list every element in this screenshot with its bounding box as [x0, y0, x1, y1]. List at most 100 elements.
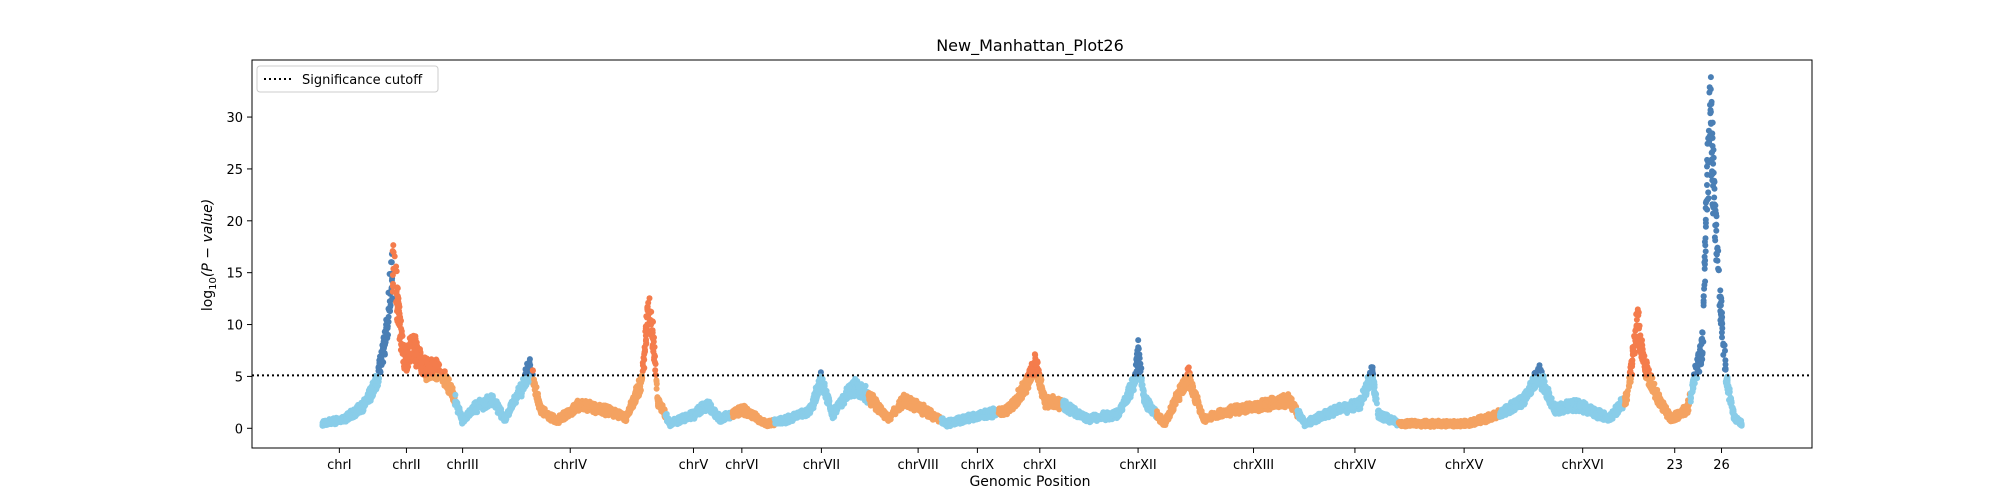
- data-point-chrII: [396, 313, 403, 320]
- data-point-chrIV: [575, 402, 582, 409]
- data-point-chrI: [389, 295, 396, 302]
- data-point-chrXI: [999, 407, 1006, 414]
- data-point-chrIV: [634, 392, 641, 399]
- data-point-chrVII: [850, 378, 857, 385]
- data-point-chrVII: [811, 392, 818, 399]
- data-point-chrII: [394, 318, 401, 325]
- data-point-chrVIII: [911, 398, 918, 405]
- data-point-chrIV: [618, 410, 625, 417]
- data-point-chrII: [431, 360, 438, 367]
- data-point-chrIX: [986, 414, 993, 420]
- data-point-chrVIII: [922, 409, 929, 415]
- data-point-chrIII: [517, 381, 524, 388]
- data-point-chrIII: [476, 404, 483, 411]
- data-point-chrI: [375, 365, 382, 371]
- data-point-chrV: [707, 405, 714, 412]
- data-point-chrXII: [1130, 387, 1137, 394]
- data-point-chrV: [666, 416, 673, 423]
- data-point-chrVIII: [919, 402, 925, 409]
- data-point-chrII: [412, 335, 418, 341]
- data-point-chrIII: [495, 406, 502, 413]
- data-point-chrIV: [637, 383, 644, 390]
- data-point-chrVII: [807, 402, 814, 409]
- data-point-chrII: [391, 266, 398, 273]
- data-point-chrI: [371, 377, 378, 384]
- data-point-chrIV: [602, 411, 609, 418]
- data-point-chrVII: [782, 420, 789, 427]
- data-point-chrII: [403, 367, 410, 374]
- data-point-chrIII: [465, 411, 471, 418]
- data-point-chrIX: [941, 420, 948, 426]
- data-point-chrIV: [645, 314, 652, 321]
- data-point-chrIV: [653, 385, 660, 392]
- data-point-chrXII: [1137, 360, 1144, 367]
- data-point-chrIII: [512, 395, 519, 402]
- data-point-chrIV: [643, 336, 649, 343]
- data-point-chrV: [687, 415, 694, 422]
- data-point-chrIV: [653, 380, 660, 387]
- data-point-chrIV: [641, 364, 648, 371]
- data-point-chrI: [382, 341, 388, 348]
- data-point-chrVII: [839, 396, 846, 403]
- data-point-chrII: [412, 357, 419, 364]
- data-point-chrXII: [1128, 376, 1135, 383]
- data-point-chrI: [377, 353, 384, 360]
- data-point-chrXII: [1068, 405, 1075, 412]
- data-point-chrIV: [641, 351, 648, 358]
- data-point-chrXII: [1091, 413, 1098, 420]
- data-point-chrII: [399, 333, 406, 339]
- data-point-chrVII: [825, 398, 832, 404]
- data-point-chrII: [418, 367, 425, 374]
- data-point-chrV: [721, 416, 728, 423]
- data-point-chrXI: [1038, 388, 1045, 395]
- data-point-chrVII: [774, 416, 780, 423]
- data-point-chrI: [367, 389, 374, 396]
- data-point-chrVIII: [894, 406, 901, 413]
- data-point-chrII: [414, 343, 421, 350]
- data-point-chrIV: [642, 323, 649, 330]
- data-point-chrI: [384, 319, 391, 326]
- data-point-chrVII: [858, 394, 865, 401]
- data-point-chrIX: [985, 407, 992, 414]
- data-point-chrXI: [1006, 407, 1013, 414]
- data-point-chrII: [422, 356, 428, 363]
- data-point-chrIII: [510, 401, 517, 408]
- data-point-chrXII: [1101, 409, 1108, 416]
- data-point-chrII: [389, 272, 396, 278]
- data-point-chrXII: [1062, 404, 1069, 410]
- data-point-chrIV: [623, 411, 630, 418]
- data-point-chrI: [322, 417, 329, 424]
- data-point-chrIV: [594, 409, 601, 416]
- data-points-layer: [319, 74, 1745, 430]
- data-point-chrII: [389, 248, 396, 254]
- data-point-chrI: [386, 307, 393, 314]
- data-point-chrII: [433, 376, 440, 383]
- data-point-chrXI: [1009, 397, 1016, 404]
- data-point-chrII: [444, 385, 451, 392]
- data-point-chrXII: [1134, 347, 1141, 354]
- data-point-chrXI: [1015, 400, 1022, 406]
- data-point-chrIII: [455, 407, 462, 414]
- data-point-chrIV: [652, 361, 659, 367]
- data-point-chrII: [400, 358, 407, 365]
- data-point-chrXII: [1112, 411, 1119, 418]
- data-point-chrI: [343, 416, 350, 423]
- data-point-chrIV: [639, 359, 646, 366]
- data-point-chrIV: [534, 392, 541, 399]
- data-point-chrVI: [766, 418, 773, 425]
- data-point-chrVIII: [881, 408, 888, 415]
- data-point-chrXI: [1018, 388, 1025, 395]
- data-point-chrXII: [1135, 337, 1142, 344]
- data-point-chrXII: [1079, 410, 1086, 417]
- data-point-chrVII: [855, 384, 862, 391]
- data-point-chrXII: [1147, 400, 1154, 407]
- data-point-chrIII: [501, 414, 508, 421]
- data-point-chrIII: [482, 401, 489, 408]
- data-point-chrVI: [749, 414, 756, 421]
- data-point-chrXI: [1036, 382, 1043, 389]
- data-point-chrVI: [730, 414, 737, 421]
- data-point-chrVII: [814, 383, 821, 390]
- data-point-chrI: [384, 331, 390, 338]
- data-point-chrVII: [799, 413, 806, 420]
